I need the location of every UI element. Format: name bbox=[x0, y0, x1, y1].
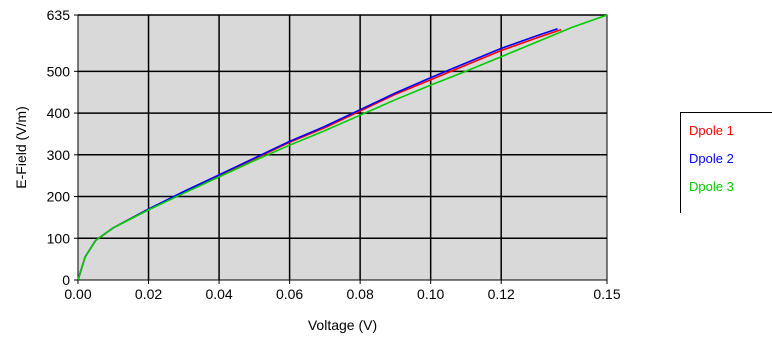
x-tick-label: 0.10 bbox=[417, 286, 444, 302]
grid-lines bbox=[78, 14, 607, 280]
series-line-3 bbox=[77, 14, 608, 281]
y-tick-label: 635 bbox=[47, 7, 71, 23]
x-tick-label: 0.15 bbox=[593, 286, 620, 302]
legend-item-dpole-3: Dpole 3 bbox=[689, 179, 734, 194]
y-tick-label: 0 bbox=[62, 272, 70, 288]
x-tick-label: 0.08 bbox=[347, 286, 374, 302]
series-lines bbox=[77, 14, 608, 281]
x-tick-label: 0.00 bbox=[64, 286, 91, 302]
x-tick-label: 0.04 bbox=[205, 286, 232, 302]
y-tick-label: 100 bbox=[47, 230, 71, 246]
legend: Dpole 1 Dpole 2 Dpole 3 bbox=[680, 112, 772, 213]
x-tick-label: 0.12 bbox=[488, 286, 515, 302]
y-axis-title: E-Field (V/m) bbox=[13, 106, 29, 188]
x-tick-labels: 0.00 0.02 0.04 0.06 0.08 0.10 0.12 0.15 bbox=[64, 280, 621, 302]
legend-item-dpole-2: Dpole 2 bbox=[689, 151, 734, 166]
y-tick-label: 300 bbox=[47, 147, 71, 163]
y-tick-label: 500 bbox=[47, 63, 71, 79]
plot-area bbox=[77, 14, 608, 281]
y-tick-labels: 0 100 200 300 400 500 635 bbox=[47, 7, 78, 288]
x-tick-label: 0.02 bbox=[135, 286, 162, 302]
y-tick-label: 400 bbox=[47, 105, 71, 121]
y-tick-label: 200 bbox=[47, 189, 71, 205]
legend-item-dpole-1: Dpole 1 bbox=[689, 123, 734, 138]
x-axis-title: Voltage (V) bbox=[308, 317, 377, 333]
x-tick-label: 0.06 bbox=[276, 286, 303, 302]
